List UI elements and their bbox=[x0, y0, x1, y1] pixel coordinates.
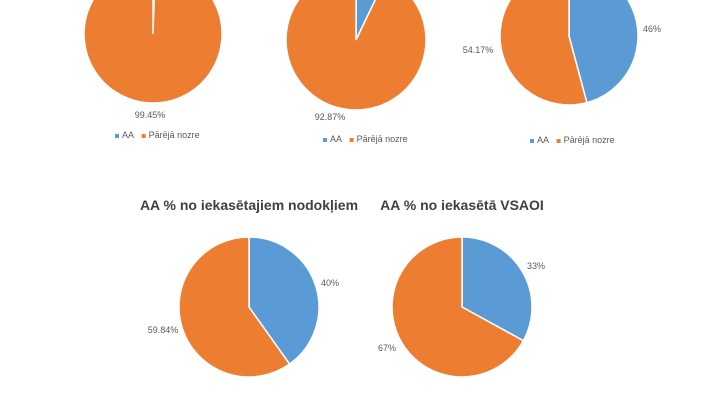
legend-swatch-aa bbox=[323, 138, 327, 142]
data-label-other: 99.45% bbox=[135, 110, 166, 120]
chart-title-vsaoi: AA % no iekasētā VSAOI bbox=[380, 197, 544, 213]
pie-slice-other bbox=[391, 236, 525, 378]
pie-slice-aa bbox=[248, 236, 320, 366]
pie-chart-3 bbox=[499, 0, 639, 106]
pie-chart-5 bbox=[391, 236, 533, 378]
pie-slice-other bbox=[499, 0, 588, 106]
data-label-other: 92.87% bbox=[315, 112, 346, 122]
pie-slice-other bbox=[178, 236, 291, 378]
data-label-aa: 33% bbox=[527, 261, 545, 271]
legend-label-aa: AA bbox=[122, 130, 134, 140]
legend-swatch-other bbox=[141, 134, 146, 138]
legend: AA Pārējā nozre bbox=[115, 130, 200, 140]
pie-slice-aa bbox=[568, 0, 639, 104]
legend-swatch-aa bbox=[530, 139, 534, 143]
chart-title-taxes: AA % no iekasētajiem nodokļiem bbox=[140, 197, 358, 213]
pie-chart-2 bbox=[285, 0, 427, 111]
legend: AA Pārējā nozre bbox=[323, 134, 408, 144]
legend-swatch-aa bbox=[115, 134, 119, 138]
pie-chart-4 bbox=[178, 236, 320, 378]
legend-swatch-other bbox=[349, 138, 354, 142]
legend-label-other: Pārējā nozre bbox=[357, 134, 408, 144]
pie-chart-1 bbox=[83, 0, 223, 104]
legend: AA Pārējā nozre bbox=[530, 135, 615, 145]
legend-label-aa: AA bbox=[537, 135, 549, 145]
pie-slice-aa bbox=[461, 236, 533, 342]
data-label-other: 54.17% bbox=[463, 45, 494, 55]
pie-slice-other bbox=[83, 0, 223, 104]
data-label-aa: 46% bbox=[643, 24, 661, 34]
data-label-aa: 40% bbox=[321, 278, 339, 288]
data-label-other: 67% bbox=[378, 343, 396, 353]
pie-slice-other bbox=[285, 0, 427, 111]
legend-swatch-other bbox=[556, 139, 561, 143]
data-label-other: 59.84% bbox=[148, 325, 179, 335]
legend-label-aa: AA bbox=[330, 134, 342, 144]
legend-label-other: Pārējā nozre bbox=[149, 130, 200, 140]
legend-label-other: Pārējā nozre bbox=[564, 135, 615, 145]
